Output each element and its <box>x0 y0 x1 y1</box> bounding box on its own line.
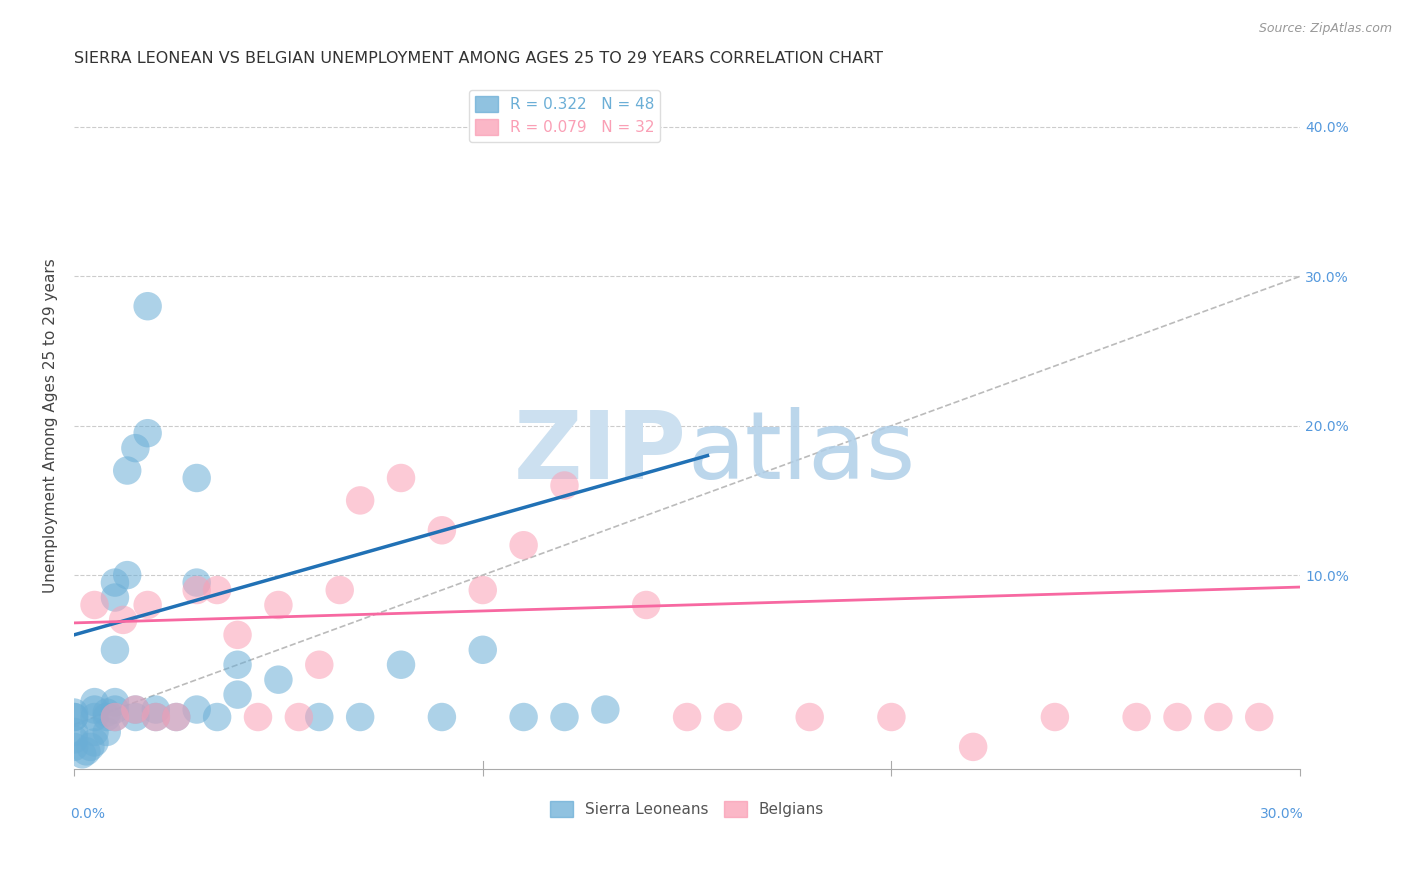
Point <box>112 613 135 627</box>
Point <box>104 702 127 716</box>
Point <box>226 688 249 702</box>
Point <box>308 710 330 724</box>
Point <box>1043 710 1066 724</box>
Point <box>636 598 658 612</box>
Point <box>104 710 127 724</box>
Point <box>349 710 371 724</box>
Point <box>553 478 575 492</box>
Point <box>226 657 249 672</box>
Point <box>1125 710 1147 724</box>
Point <box>165 710 187 724</box>
Point <box>430 523 453 537</box>
Point <box>115 463 138 477</box>
Text: ZIP: ZIP <box>515 408 688 500</box>
Text: SIERRA LEONEAN VS BELGIAN UNEMPLOYMENT AMONG AGES 25 TO 29 YEARS CORRELATION CHA: SIERRA LEONEAN VS BELGIAN UNEMPLOYMENT A… <box>75 51 883 66</box>
Point <box>83 735 105 749</box>
Point <box>205 582 228 597</box>
Point <box>145 710 167 724</box>
Point <box>96 725 118 739</box>
Y-axis label: Unemployment Among Ages 25 to 29 years: Unemployment Among Ages 25 to 29 years <box>44 259 58 593</box>
Point <box>595 702 617 716</box>
Point <box>115 568 138 582</box>
Point <box>79 739 101 754</box>
Point <box>512 710 534 724</box>
Point <box>329 582 352 597</box>
Text: 0.0%: 0.0% <box>70 807 105 822</box>
Point <box>145 710 167 724</box>
Point <box>186 575 208 590</box>
Point <box>205 710 228 724</box>
Point <box>75 744 97 758</box>
Point <box>226 628 249 642</box>
Point <box>104 591 127 605</box>
Text: 30.0%: 30.0% <box>1260 807 1303 822</box>
Point <box>124 710 146 724</box>
Point <box>1208 710 1230 724</box>
Point <box>880 710 903 724</box>
Text: atlas: atlas <box>688 408 915 500</box>
Point <box>104 575 127 590</box>
Point <box>63 706 86 720</box>
Point <box>63 725 86 739</box>
Point <box>83 702 105 716</box>
Point <box>1166 710 1188 724</box>
Point <box>267 673 290 687</box>
Point <box>1249 710 1271 724</box>
Point <box>96 706 118 720</box>
Point <box>63 732 86 747</box>
Point <box>349 493 371 508</box>
Point <box>288 710 311 724</box>
Point <box>83 598 105 612</box>
Point <box>96 710 118 724</box>
Point <box>104 642 127 657</box>
Point <box>124 441 146 455</box>
Point <box>145 702 167 716</box>
Point <box>246 710 269 724</box>
Point <box>389 657 412 672</box>
Point <box>512 538 534 552</box>
Point <box>63 739 86 754</box>
Point <box>83 710 105 724</box>
Point <box>676 710 699 724</box>
Point <box>104 695 127 709</box>
Point <box>63 710 86 724</box>
Point <box>186 582 208 597</box>
Point <box>471 582 494 597</box>
Text: Source: ZipAtlas.com: Source: ZipAtlas.com <box>1258 22 1392 36</box>
Point <box>104 710 127 724</box>
Point <box>165 710 187 724</box>
Point <box>389 471 412 485</box>
Point <box>83 695 105 709</box>
Point <box>136 426 159 441</box>
Point <box>962 739 984 754</box>
Point <box>136 598 159 612</box>
Point <box>186 702 208 716</box>
Point <box>308 657 330 672</box>
Point <box>136 299 159 313</box>
Point <box>799 710 821 724</box>
Point <box>124 702 146 716</box>
Point <box>553 710 575 724</box>
Point <box>63 710 86 724</box>
Point <box>186 471 208 485</box>
Point <box>430 710 453 724</box>
Point <box>124 702 146 716</box>
Point <box>72 747 94 762</box>
Point <box>267 598 290 612</box>
Point <box>83 725 105 739</box>
Point <box>471 642 494 657</box>
Point <box>717 710 740 724</box>
Legend: Sierra Leoneans, Belgians: Sierra Leoneans, Belgians <box>544 796 831 823</box>
